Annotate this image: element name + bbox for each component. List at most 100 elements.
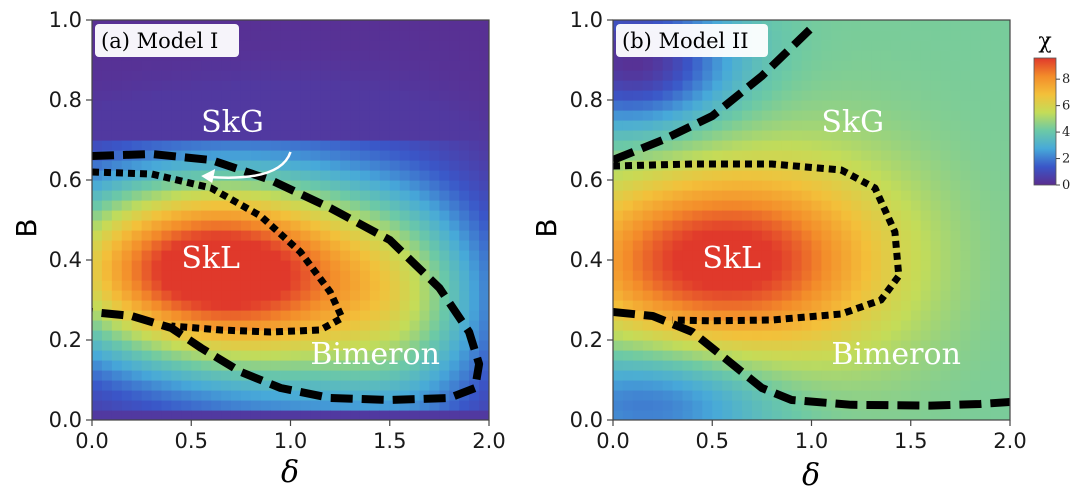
heatmap-cell <box>469 170 480 181</box>
heatmap-cell <box>831 190 842 201</box>
heatmap-cell <box>191 360 202 371</box>
heatmap-cell <box>622 330 634 341</box>
heatmap-cell <box>330 320 341 331</box>
heatmap-cell <box>821 40 832 51</box>
heatmap-cell <box>121 300 133 311</box>
heatmap-cell <box>821 390 832 401</box>
heatmap-cell <box>350 310 361 321</box>
heatmap-cell <box>811 180 823 191</box>
heatmap-cell <box>841 160 852 171</box>
heatmap-cell <box>479 220 489 231</box>
heatmap-cell <box>970 90 981 101</box>
heatmap-cell <box>851 280 862 291</box>
heatmap-cell <box>300 230 311 241</box>
heatmap-cell <box>201 110 212 121</box>
heatmap-cell <box>230 270 242 281</box>
heatmap-cell <box>250 140 262 151</box>
heatmap-cell <box>662 300 674 311</box>
heatmap-cell <box>101 160 113 171</box>
heatmap-cell <box>712 290 723 301</box>
heatmap-cell <box>111 240 123 251</box>
heatmap-cell <box>350 40 361 51</box>
heatmap-cell <box>712 240 723 251</box>
heatmap-cell <box>449 290 460 301</box>
heatmap-cell <box>722 80 733 91</box>
heatmap-cell <box>890 30 902 41</box>
heatmap-cell <box>632 180 644 191</box>
heatmap-cell <box>811 80 823 91</box>
heatmap-cell <box>131 260 143 271</box>
heatmap-cell <box>622 290 634 301</box>
heatmap-cell <box>880 90 892 101</box>
heatmap-cell <box>161 80 173 91</box>
heatmap-cell <box>320 400 331 411</box>
heatmap-cell <box>742 300 753 311</box>
heatmap-cell <box>290 80 302 91</box>
heatmap-cell <box>970 360 981 371</box>
heatmap-cell <box>419 90 431 101</box>
heatmap-cell <box>429 120 440 131</box>
axis-ticks-b: 0.0 0.5 1.0 1.5 2.00.00.20.40.60.81.0 <box>570 8 1027 453</box>
heatmap-cell <box>250 40 262 51</box>
heatmap-cell <box>871 150 882 161</box>
heatmap-cell <box>101 260 113 271</box>
heatmap-cell <box>389 400 401 411</box>
heatmap-cell <box>632 340 644 351</box>
heatmap-cell <box>171 90 182 101</box>
heatmap-cell <box>970 40 981 51</box>
heatmap-cell <box>821 70 832 81</box>
heatmap-cell <box>811 160 823 171</box>
heatmap-cell <box>230 180 242 191</box>
heatmap-cell <box>290 30 302 41</box>
heatmap-cell <box>642 180 654 191</box>
heatmap-cell <box>310 120 321 131</box>
heatmap-cell <box>379 80 391 91</box>
heatmap-cell <box>960 180 971 191</box>
heatmap-cell <box>439 190 450 201</box>
heatmap-cell <box>712 150 723 161</box>
heatmap-cell <box>712 160 723 171</box>
heatmap-cell <box>201 400 212 411</box>
heatmap-cell <box>712 210 723 221</box>
heatmap-cell <box>350 240 361 251</box>
heatmap-cell <box>181 270 192 281</box>
heatmap-cell <box>801 180 813 191</box>
heatmap-cell <box>642 70 654 81</box>
heatmap-cell <box>399 110 411 121</box>
heatmap-cell <box>201 70 212 81</box>
heatmap-cell <box>920 400 932 411</box>
heatmap-cell <box>230 90 242 101</box>
heatmap-cell <box>950 50 961 61</box>
heatmap-cell <box>851 70 862 81</box>
heatmap-cell <box>831 410 842 420</box>
heatmap-cell <box>290 230 302 241</box>
heatmap-cell <box>92 140 103 151</box>
heatmap-cell <box>732 250 743 261</box>
heatmap-cell <box>821 170 832 181</box>
heatmap-cell <box>171 380 182 391</box>
heatmap-cell <box>960 410 971 420</box>
heatmap-cell <box>221 200 232 211</box>
heatmap-cell <box>622 380 634 391</box>
heatmap-cell <box>742 200 753 211</box>
heatmap-cell <box>970 200 981 211</box>
heatmap-cell <box>771 180 783 191</box>
heatmap-cell <box>240 20 252 31</box>
heatmap-cell <box>920 190 932 201</box>
heatmap-cell <box>221 170 232 181</box>
heatmap-cell <box>141 270 153 281</box>
heatmap-cell <box>910 360 922 371</box>
heatmap-cell <box>851 120 862 131</box>
heatmap-cell <box>379 310 391 321</box>
heatmap-cell <box>682 400 694 411</box>
heatmap-cell <box>92 300 103 311</box>
heatmap-cell <box>290 370 302 381</box>
heatmap-cell <box>652 370 664 381</box>
heatmap-cell <box>379 380 391 391</box>
heatmap-cell <box>880 340 892 351</box>
heatmap-cell <box>379 190 391 201</box>
heatmap-cell <box>712 270 723 281</box>
heatmap-cell <box>900 180 912 191</box>
heatmap-cell <box>791 200 803 211</box>
